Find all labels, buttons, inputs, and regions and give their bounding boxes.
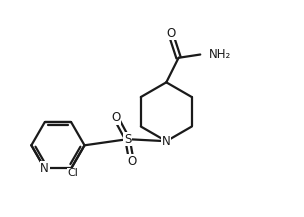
Text: N: N [162, 135, 171, 148]
Text: NH₂: NH₂ [209, 48, 232, 61]
Text: S: S [124, 133, 131, 146]
Text: Cl: Cl [68, 168, 79, 178]
Text: O: O [111, 111, 121, 124]
Text: O: O [127, 155, 136, 168]
Text: N: N [40, 162, 49, 175]
Text: O: O [167, 27, 176, 40]
